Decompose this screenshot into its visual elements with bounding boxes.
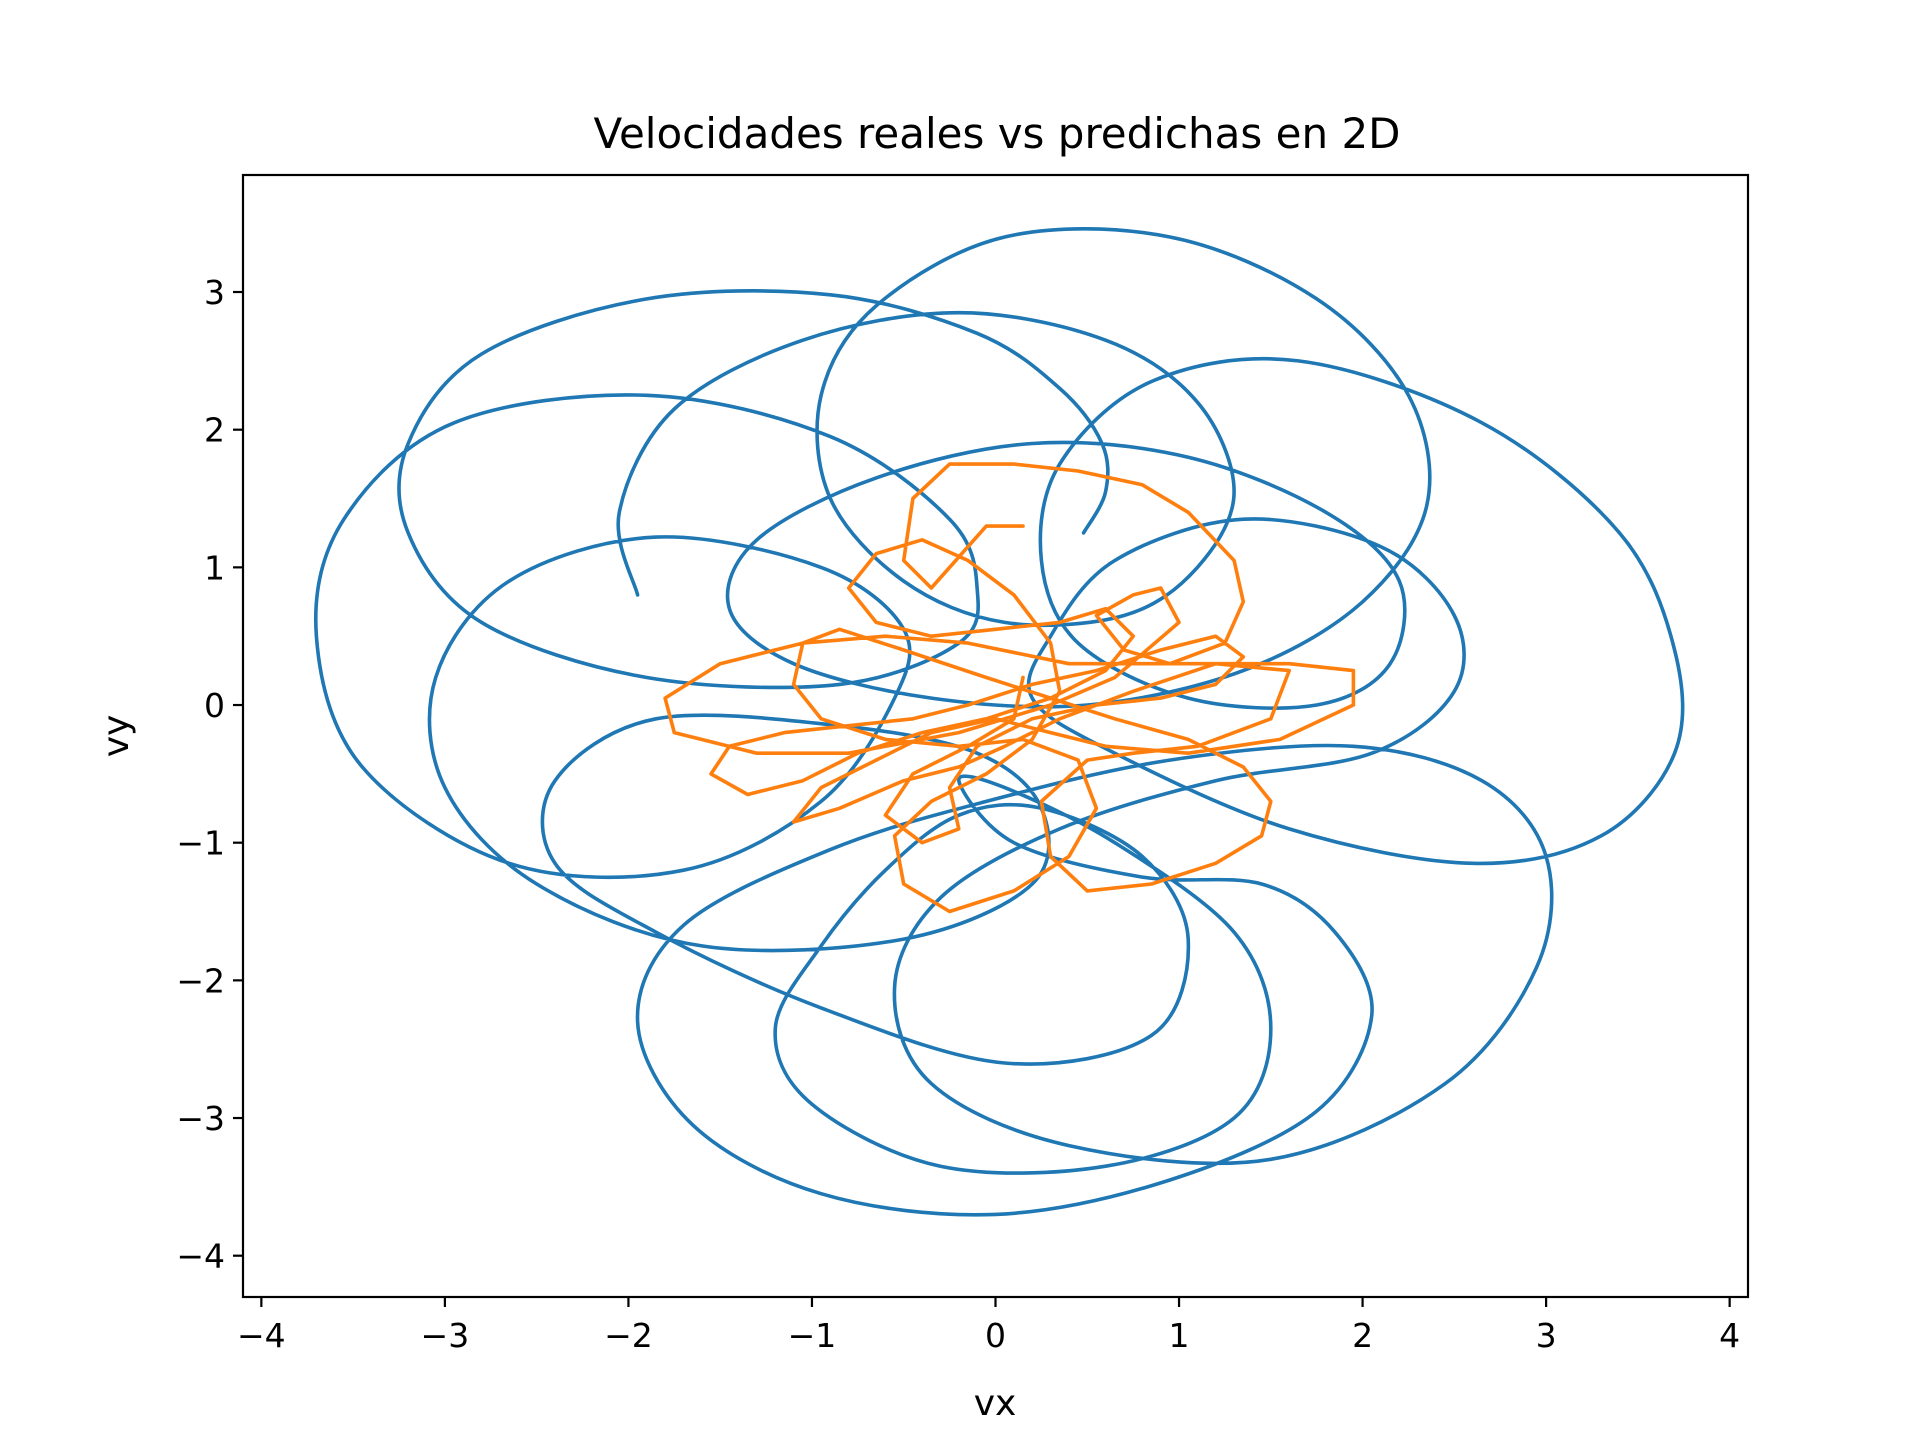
x-tick-label: 4 [1719,1316,1740,1355]
y-tick-label: 1 [204,548,225,587]
x-tick-label: 0 [985,1316,1006,1355]
x-tick-label: 1 [1169,1316,1190,1355]
plot-area [314,227,1685,1217]
y-axis-ticks: 3 2 1 0 −1 −2 −3 −4 [176,273,243,1276]
y-tick-label: 3 [204,273,225,312]
y-tick-label: −4 [176,1237,225,1276]
axes-frame [241,173,1750,1299]
x-tick-label: −2 [604,1316,653,1355]
y-tick-label: −3 [176,1099,225,1138]
y-tick-label: 0 [204,686,225,725]
chart-title: Velocidades reales vs predichas en 2D [593,109,1400,158]
x-tick-label: −1 [788,1316,837,1355]
y-tick-label: −2 [176,961,225,1000]
x-tick-label: 2 [1352,1316,1373,1355]
series-line-2 [663,462,1356,914]
x-tick-label: 3 [1536,1316,1557,1355]
x-axis-ticks: −4 −3 −2 −1 0 1 2 3 4 [237,1297,1740,1355]
y-tick-label: −1 [176,824,225,863]
y-axis-label: vy [96,715,137,758]
x-tick-label: −3 [421,1316,470,1355]
x-axis-label: vx [974,1383,1017,1424]
x-tick-label: −4 [237,1316,286,1355]
y-tick-label: 2 [204,411,225,450]
series-line-1 [314,227,1685,1217]
